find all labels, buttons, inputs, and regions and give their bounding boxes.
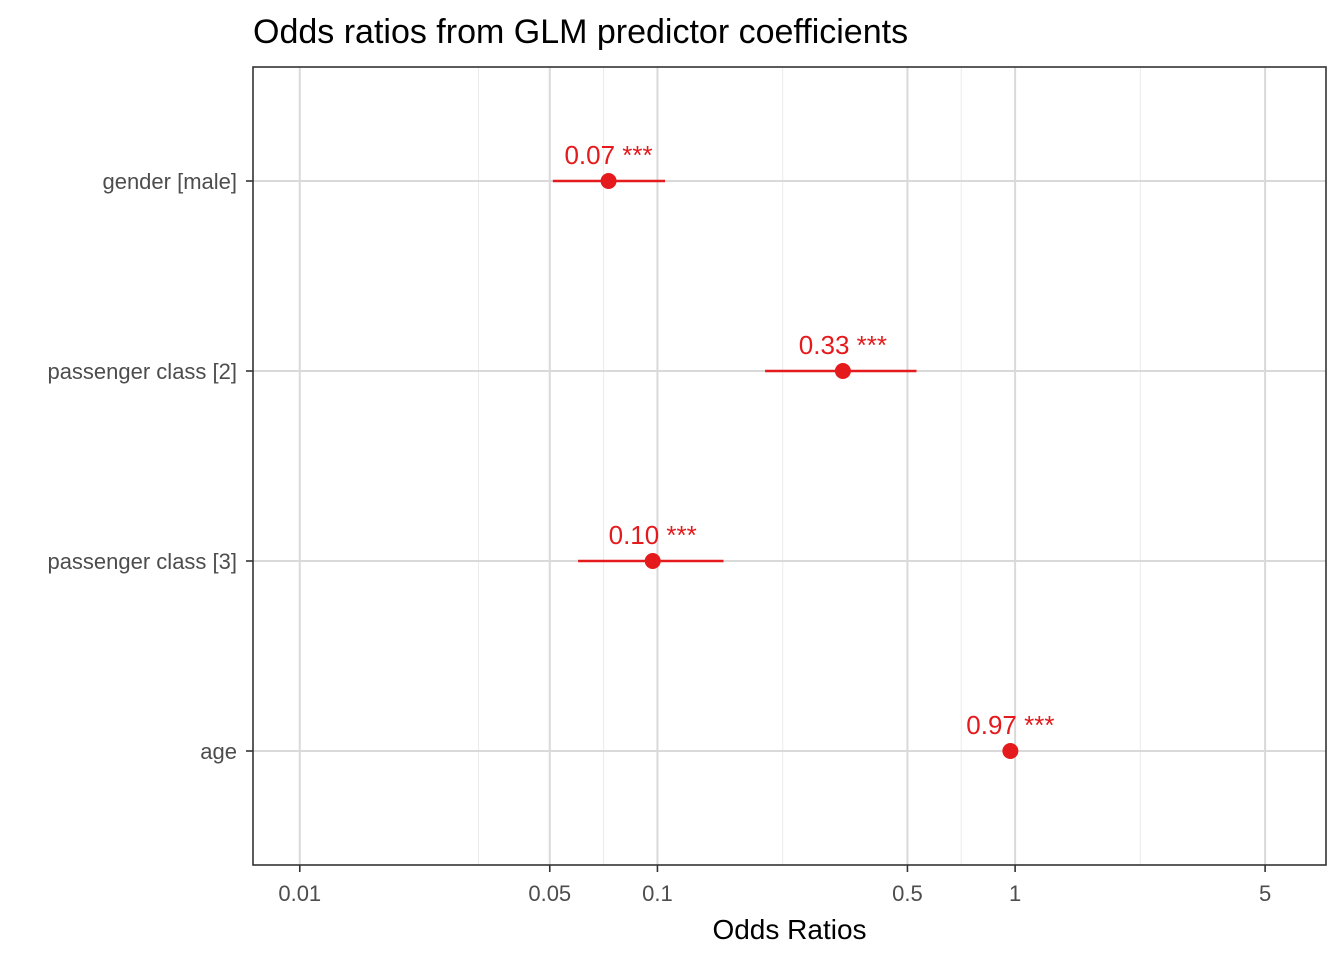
x-tick-label: 0.1 — [642, 881, 673, 906]
data-label: 0.97 *** — [966, 710, 1054, 740]
x-axis: 0.01 0.05 0.1 0.5 1 5 — [278, 865, 1271, 906]
minor-gridlines — [477, 67, 1141, 865]
chart-title: Odds ratios from GLM predictor coefficie… — [253, 13, 908, 51]
estimate-point — [600, 173, 617, 189]
y-tick-label: age — [200, 739, 237, 764]
data-label: 0.10 *** — [609, 520, 697, 550]
data-marks: 0.07 *** 0.33 *** 0.10 *** 0.97 *** — [552, 140, 1054, 759]
y-tick-label: passenger class [2] — [47, 359, 237, 384]
plot-panel-border — [252, 66, 1327, 866]
x-tick-label: 0.01 — [278, 881, 321, 906]
y-tick-label: passenger class [3] — [47, 549, 237, 574]
data-label: 0.33 *** — [799, 330, 887, 360]
x-tick-label: 0.05 — [528, 881, 571, 906]
x-tick-label: 5 — [1259, 881, 1271, 906]
x-tick-label: 0.5 — [892, 881, 923, 906]
estimate-point — [834, 363, 851, 379]
estimate-point — [1002, 743, 1019, 759]
y-axis: gender [male] passenger class [2] passenge… — [47, 169, 253, 764]
estimate-point — [644, 553, 661, 569]
major-gridlines — [253, 67, 1326, 865]
y-tick-label: gender [male] — [102, 169, 237, 194]
data-label: 0.07 *** — [564, 140, 652, 170]
x-axis-title: Odds Ratios — [712, 914, 866, 945]
x-tick-label: 1 — [1009, 881, 1021, 906]
